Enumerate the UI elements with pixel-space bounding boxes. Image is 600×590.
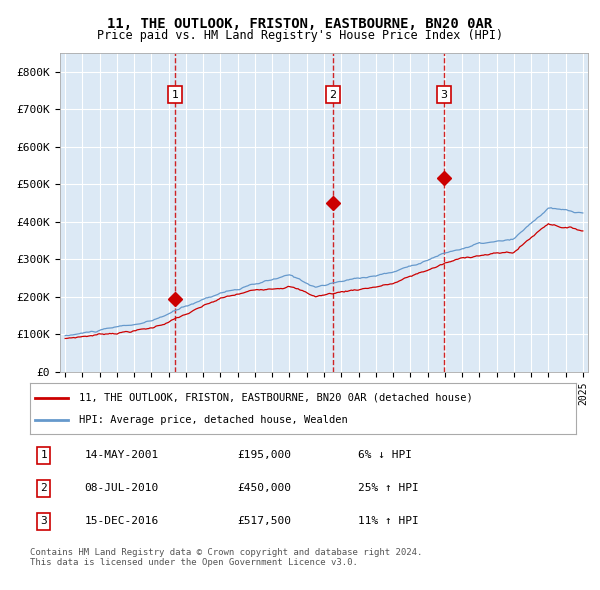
- Text: 25% ↑ HPI: 25% ↑ HPI: [358, 483, 418, 493]
- Text: £517,500: £517,500: [238, 516, 292, 526]
- Text: 11, THE OUTLOOK, FRISTON, EASTBOURNE, BN20 0AR (detached house): 11, THE OUTLOOK, FRISTON, EASTBOURNE, BN…: [79, 392, 473, 402]
- Text: 11, THE OUTLOOK, FRISTON, EASTBOURNE, BN20 0AR: 11, THE OUTLOOK, FRISTON, EASTBOURNE, BN…: [107, 17, 493, 31]
- Text: 2: 2: [329, 90, 337, 100]
- Text: 1: 1: [40, 450, 47, 460]
- Text: 3: 3: [40, 516, 47, 526]
- Text: 11% ↑ HPI: 11% ↑ HPI: [358, 516, 418, 526]
- Text: 15-DEC-2016: 15-DEC-2016: [85, 516, 159, 526]
- Text: £195,000: £195,000: [238, 450, 292, 460]
- Text: Price paid vs. HM Land Registry's House Price Index (HPI): Price paid vs. HM Land Registry's House …: [97, 30, 503, 42]
- Text: 08-JUL-2010: 08-JUL-2010: [85, 483, 159, 493]
- Text: 3: 3: [440, 90, 448, 100]
- Text: 14-MAY-2001: 14-MAY-2001: [85, 450, 159, 460]
- Text: HPI: Average price, detached house, Wealden: HPI: Average price, detached house, Weal…: [79, 415, 348, 425]
- Text: 1: 1: [172, 90, 179, 100]
- Text: Contains HM Land Registry data © Crown copyright and database right 2024.
This d: Contains HM Land Registry data © Crown c…: [30, 548, 422, 567]
- Text: 6% ↓ HPI: 6% ↓ HPI: [358, 450, 412, 460]
- Text: 2: 2: [40, 483, 47, 493]
- Text: £450,000: £450,000: [238, 483, 292, 493]
